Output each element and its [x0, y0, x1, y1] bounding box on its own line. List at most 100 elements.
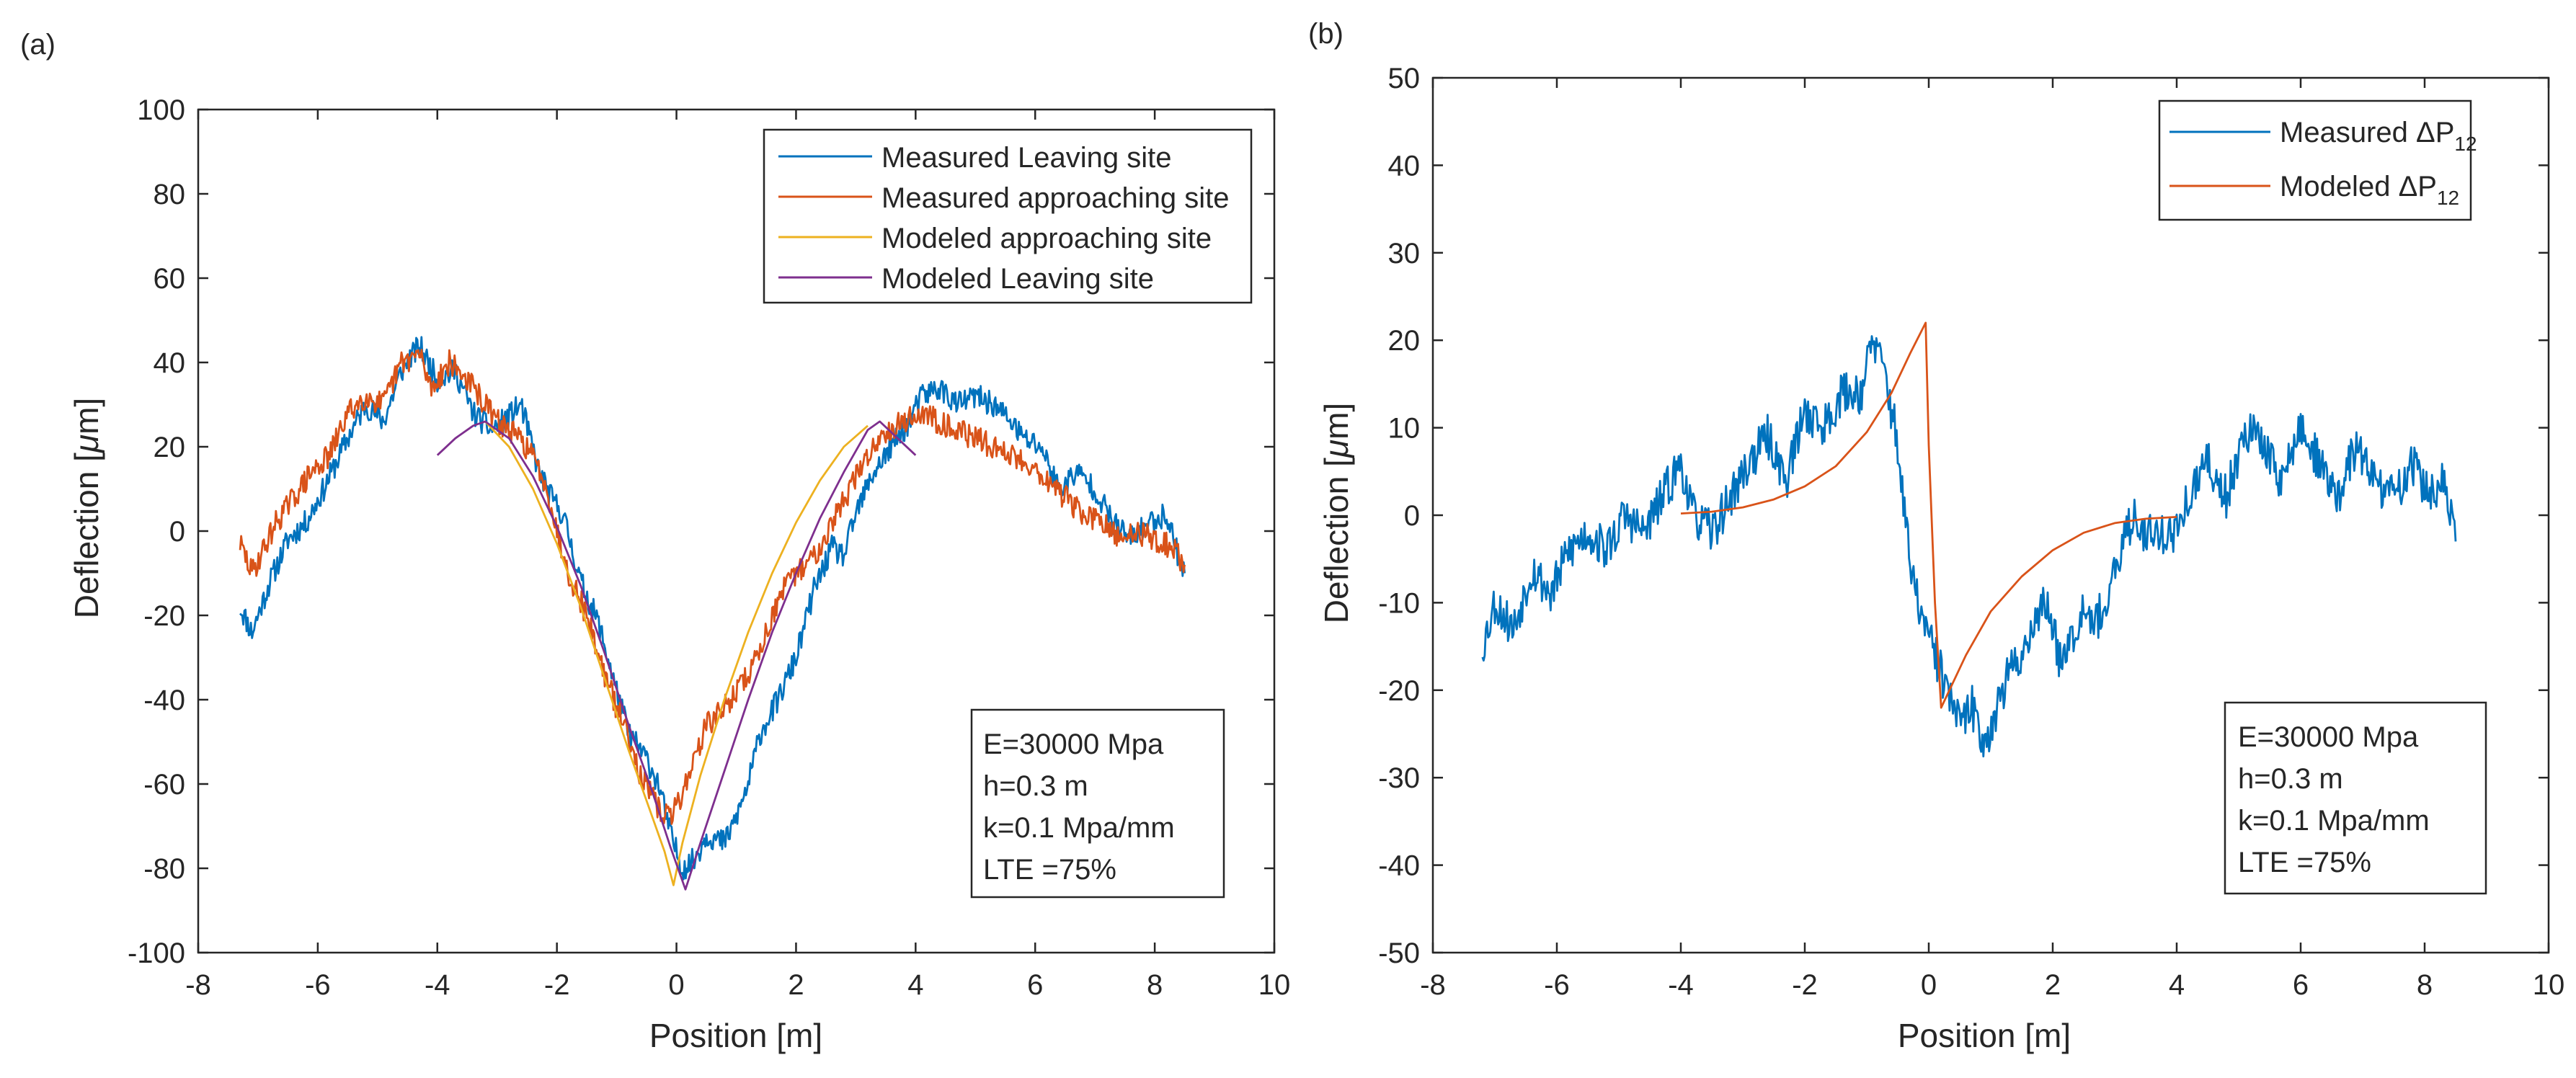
- legend-item-measured-dp12: Measured ΔP12: [2169, 117, 2477, 155]
- panel-b: (b) -8 -6 -4 -2 0 2 4 6 8 10-50-40-30-20-10010203…: [1308, 18, 2564, 1054]
- x-tick-label: 2: [788, 969, 804, 1001]
- y-tick-label: 30: [1388, 238, 1421, 270]
- panel-a-series-group: [239, 336, 1186, 891]
- x-tick-label: 2: [2045, 969, 2061, 1001]
- x-tick-label: -6: [1544, 969, 1570, 1001]
- y-tick-label: 80: [154, 179, 186, 210]
- panel-b-y-label-prefix: Deflection [: [1318, 458, 1355, 623]
- x-tick-label: 4: [2169, 969, 2185, 1001]
- annotation-line: LTE =75%: [983, 854, 1116, 886]
- y-tick-label: 0: [169, 516, 185, 548]
- y-tick-label: -20: [143, 600, 185, 632]
- panel-a-annotation-box: [970, 708, 1225, 899]
- y-tick-label: -100: [128, 937, 185, 969]
- panel-a-series-line-1: [239, 349, 1186, 825]
- x-tick-label: 10: [2533, 969, 2565, 1001]
- legend-label-measured-dp12-main: P: [2435, 117, 2455, 148]
- x-tick-label: 6: [2293, 969, 2309, 1001]
- x-tick-label: -4: [1668, 969, 1694, 1001]
- legend-label-measured-leaving: Measured Leaving site: [881, 142, 1171, 174]
- panel-b-annotation: E=30000 Mpa h=0.3 m k=0.1 Mpa/mm LTE =75…: [2224, 701, 2487, 895]
- panel-a-y-label-mu: μ: [68, 435, 105, 453]
- y-tick-label: -50: [1378, 937, 1420, 969]
- panel-a-y-label-prefix: Deflection [: [68, 453, 105, 618]
- legend-label-measured-dp12-delta: Δ: [2416, 117, 2435, 148]
- panel-a-legend: Measured Leaving site Measured approachi…: [763, 128, 1253, 304]
- y-tick-label: 10: [1388, 413, 1421, 445]
- panel-b-series-line-1: [1680, 321, 2177, 709]
- legend-item-measured-leaving: Measured Leaving site: [778, 142, 1171, 174]
- legend-label-measured-dp12-sub: 12: [2454, 133, 2477, 155]
- panel-a-legend-box: [763, 128, 1253, 304]
- y-tick-label: -80: [143, 853, 185, 885]
- panel-b-legend-box: [2158, 99, 2472, 221]
- panel-b-series-group: [1481, 321, 2457, 758]
- y-tick-label: -30: [1378, 762, 1420, 794]
- legend-label-modeled-leaving: Modeled Leaving site: [881, 263, 1154, 295]
- panel-b-y-label-mu: μ: [1318, 440, 1355, 458]
- panel-a-series-line-2: [484, 420, 869, 886]
- y-tick-label: 60: [154, 263, 186, 295]
- annotation-line: h=0.3 m: [2238, 763, 2343, 795]
- legend-label-measured-dp12: Measured ΔP12: [2280, 117, 2477, 155]
- y-tick-label: 100: [137, 94, 185, 126]
- y-tick-label: 20: [154, 432, 186, 463]
- x-tick-label: 4: [907, 969, 923, 1001]
- x-tick-label: 8: [1147, 969, 1163, 1001]
- legend-item-modeled-leaving: Modeled Leaving site: [778, 263, 1154, 295]
- annotation-line: k=0.1 Mpa/mm: [983, 812, 1175, 844]
- legend-label-modeled-dp12-prefix: Modeled: [2280, 171, 2399, 202]
- panel-b-y-label-suffix: m]: [1318, 403, 1355, 440]
- legend-item-modeled-approaching: Modeled approaching site: [778, 223, 1212, 254]
- legend-item-measured-approaching: Measured approaching site: [778, 182, 1230, 214]
- panel-a-y-label-suffix: m]: [68, 398, 105, 435]
- legend-label-measured-dp12-prefix: Measured: [2280, 117, 2416, 148]
- y-tick-label: 50: [1388, 63, 1421, 94]
- legend-label-modeled-dp12: Modeled ΔP12: [2280, 171, 2459, 209]
- panel-b-label: (b): [1308, 18, 1343, 50]
- annotation-line: LTE =75%: [2238, 847, 2371, 878]
- panel-b-annotation-box: [2224, 701, 2487, 895]
- legend-label-modeled-approaching: Modeled approaching site: [881, 223, 1212, 254]
- legend-label-modeled-dp12-delta: Δ: [2399, 171, 2418, 202]
- panel-a-label: (a): [20, 29, 55, 61]
- x-tick-label: -8: [1420, 969, 1446, 1001]
- panel-b-y-label: Deflection [μm]: [1318, 403, 1355, 623]
- x-tick-label: -2: [544, 969, 570, 1001]
- panel-b-series-line-0: [1481, 335, 2457, 758]
- panel-a-annotation: E=30000 Mpa h=0.3 m k=0.1 Mpa/mm LTE =75…: [970, 708, 1225, 899]
- y-tick-label: 20: [1388, 325, 1421, 357]
- y-tick-label: 40: [1388, 150, 1421, 182]
- panel-b-x-label: Position [m]: [1898, 1017, 2071, 1054]
- x-tick-label: 0: [1921, 969, 1937, 1001]
- y-tick-label: 0: [1404, 500, 1420, 532]
- x-tick-label: -4: [425, 969, 450, 1001]
- y-tick-label: -40: [143, 685, 185, 716]
- y-tick-label: -60: [143, 769, 185, 801]
- annotation-line: h=0.3 m: [983, 770, 1088, 802]
- annotation-line: E=30000 Mpa: [983, 729, 1164, 760]
- y-tick-label: -20: [1378, 675, 1420, 707]
- x-tick-label: 10: [1258, 969, 1291, 1001]
- panel-a-series-line-3: [436, 420, 917, 891]
- x-tick-label: -2: [1792, 969, 1818, 1001]
- y-tick-label: 40: [154, 347, 186, 379]
- x-tick-label: 6: [1027, 969, 1043, 1001]
- legend-label-modeled-dp12-sub: 12: [2437, 187, 2459, 209]
- panel-a-y-label: Deflection [μm]: [68, 398, 105, 618]
- x-tick-label: -6: [305, 969, 331, 1001]
- y-tick-label: -10: [1378, 587, 1420, 619]
- panel-a-x-label: Position [m]: [649, 1017, 822, 1054]
- x-tick-label: 0: [668, 969, 684, 1001]
- panel-a: (a) -8 -6 -4 -2 0 2 4 6 8 10-100-80-60-40-2002040…: [20, 29, 1290, 1054]
- x-tick-label: -8: [185, 969, 211, 1001]
- y-tick-label: -40: [1378, 850, 1420, 882]
- legend-label-measured-approaching: Measured approaching site: [881, 182, 1230, 214]
- panel-b-legend: Measured ΔP12 Modeled ΔP12: [2158, 99, 2477, 221]
- legend-label-modeled-dp12-main: P: [2417, 171, 2437, 202]
- annotation-line: k=0.1 Mpa/mm: [2238, 805, 2430, 837]
- legend-item-modeled-dp12: Modeled ΔP12: [2169, 171, 2459, 209]
- x-tick-label: 8: [2417, 969, 2433, 1001]
- annotation-line: E=30000 Mpa: [2238, 721, 2419, 753]
